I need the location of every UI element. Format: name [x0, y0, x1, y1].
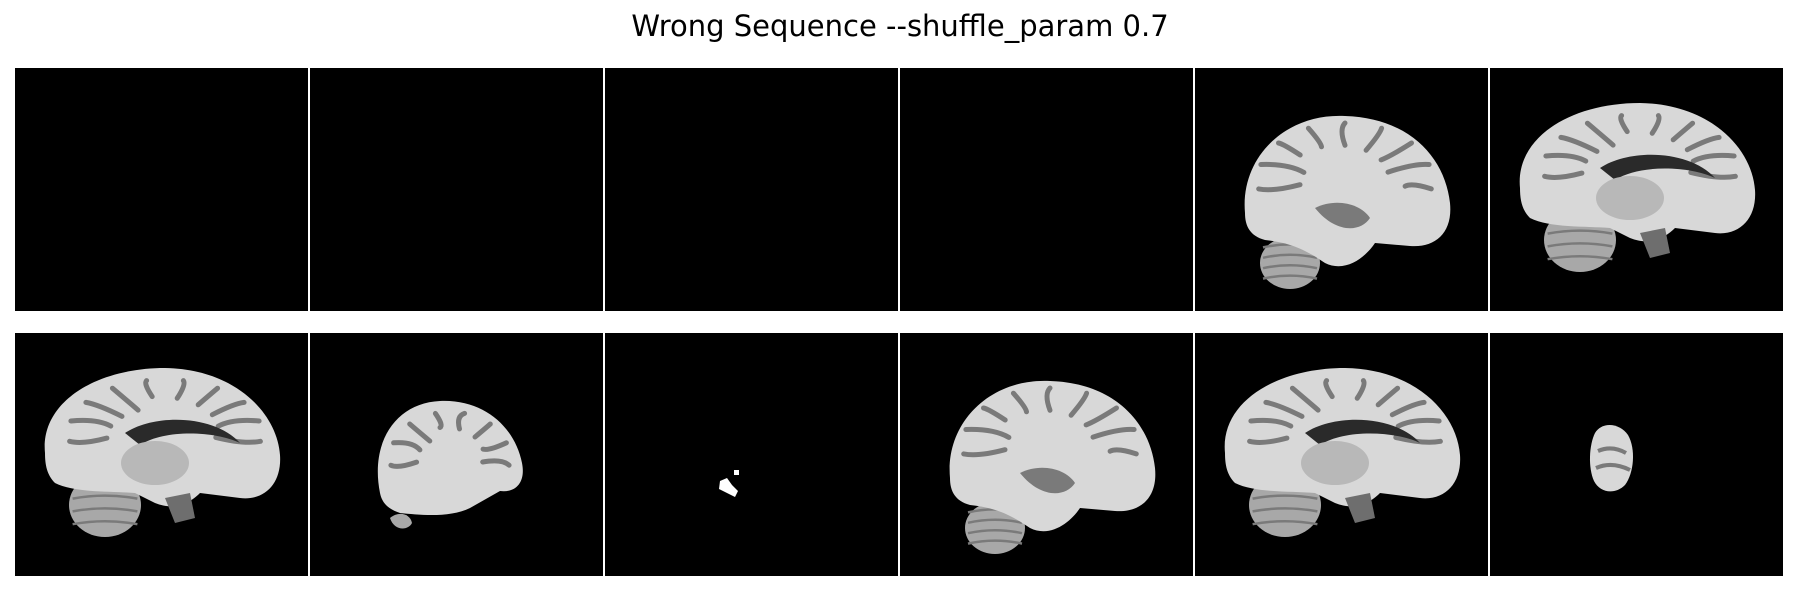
brain-slice-image: [1244, 115, 1451, 289]
brain-slice-image: [719, 470, 739, 497]
slice-panel-2-5: [1195, 333, 1488, 576]
brain-slice-image: [1224, 368, 1461, 537]
brain-slice-image: [310, 68, 603, 311]
slice-panel-2-2: [310, 333, 603, 576]
brain-slice-image: [377, 400, 523, 529]
brain-slice-image: [15, 68, 308, 311]
slice-panel-1-2: [310, 68, 603, 311]
brain-slice-image: [949, 380, 1156, 554]
slice-panel-2-3: [605, 333, 898, 576]
slice-panel-2-6: [1490, 333, 1783, 576]
slice-panel-1-4: [900, 68, 1193, 311]
slice-panel-1-1: [15, 68, 308, 311]
slice-panel-1-6: [1490, 68, 1783, 311]
slice-panel-2-4: [900, 333, 1193, 576]
slice-grid: [15, 68, 1785, 576]
slice-row-2: [15, 333, 1785, 576]
brain-slice-image: [1589, 424, 1634, 492]
slice-panel-1-3: [605, 68, 898, 311]
brain-slice-image: [1519, 103, 1756, 272]
brain-slice-image: [605, 68, 898, 311]
brain-slice-image: [900, 68, 1193, 311]
figure-title: Wrong Sequence --shuffle_param 0.7: [631, 9, 1169, 43]
slice-row-1: [15, 68, 1785, 311]
slice-panel-1-5: [1195, 68, 1488, 311]
slice-panel-2-1: [15, 333, 308, 576]
brain-slice-image: [44, 368, 281, 537]
